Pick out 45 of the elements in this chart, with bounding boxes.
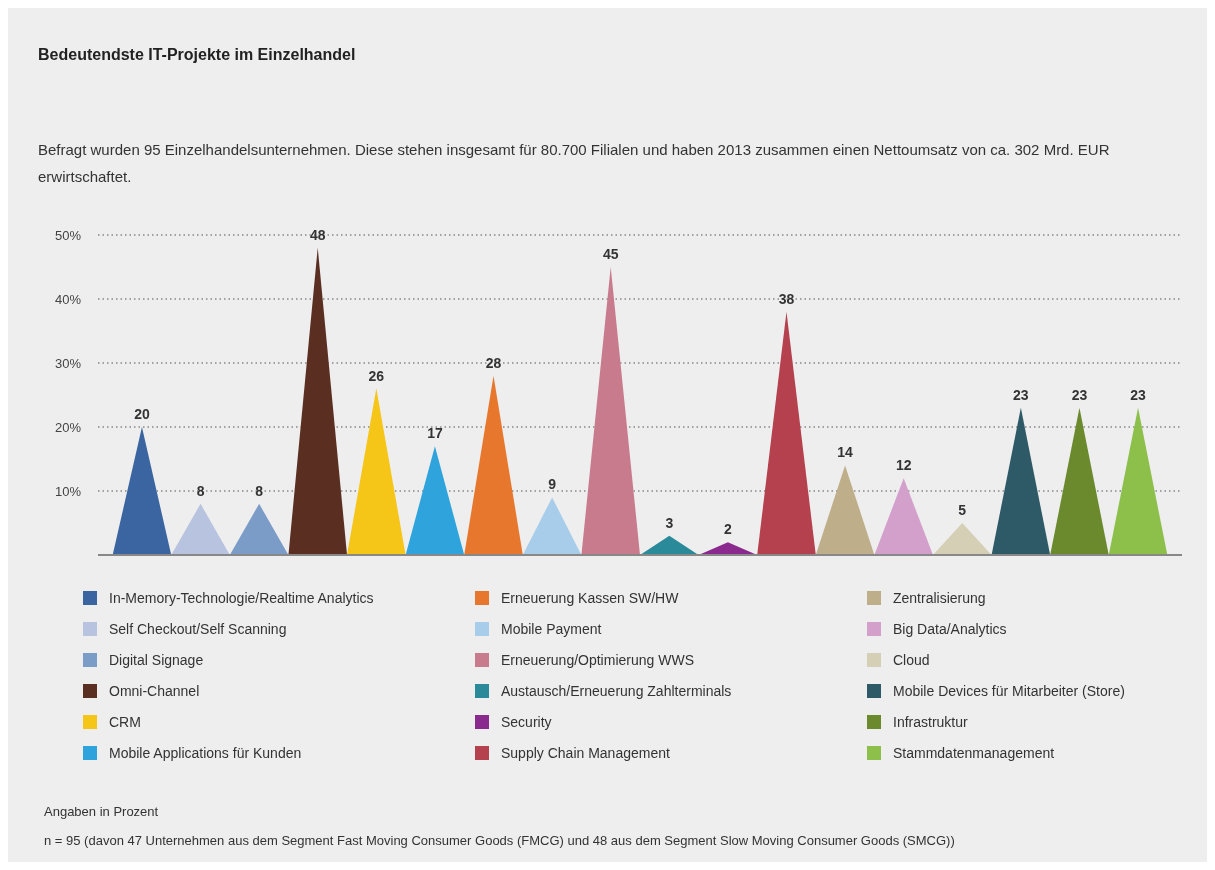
data-label: 23 xyxy=(1130,386,1147,403)
legend-label: Supply Chain Management xyxy=(501,744,670,761)
legend-label: Erneuerung Kassen SW/HW xyxy=(501,589,680,606)
data-label: 26 xyxy=(368,367,385,384)
legend-label: Erneuerung/Optimierung WWS xyxy=(501,651,694,668)
legend-label: CRM xyxy=(109,713,141,730)
legend-label: Mobile Payment xyxy=(501,620,602,637)
legend-label: Mobile Devices für Mitarbeiter (Store) xyxy=(893,682,1125,699)
y-tick-label: 10% xyxy=(54,483,82,499)
legend-label: Austausch/Erneuerung Zahlterminals xyxy=(501,682,732,699)
y-tick-label: 50% xyxy=(54,227,82,243)
y-tick-label: 30% xyxy=(54,355,82,371)
legend-label: Stammdatenmanagement xyxy=(893,744,1055,761)
chart-title: Bedeutendste IT-Projekte im Einzelhandel xyxy=(38,46,356,64)
legend-label: In-Memory-Technologie/Realtime Analytics xyxy=(109,589,374,606)
legend-label: Infrastruktur xyxy=(893,713,969,730)
data-label: 8 xyxy=(255,482,264,499)
legend-label: Mobile Applications für Kunden xyxy=(109,744,302,761)
legend-label: Omni-Channel xyxy=(109,682,200,699)
data-label: 45 xyxy=(602,246,619,262)
data-label: 48 xyxy=(309,226,326,243)
data-label: 3 xyxy=(665,514,674,531)
data-label: 9 xyxy=(548,476,557,493)
legend-label: Self Checkout/Self Scanning xyxy=(109,620,287,637)
data-label: 14 xyxy=(837,444,854,461)
data-label: 2 xyxy=(723,521,732,538)
text: Angaben in Prozent xyxy=(44,804,159,819)
legend-label: Big Data/Analytics xyxy=(893,620,1007,637)
data-label: 5 xyxy=(958,502,967,518)
data-label: 28 xyxy=(485,354,502,371)
chart-subtitle: Befragt wurden 95 Einzelhandelsunternehmen. Diese stehen insgesamt für 80.700 Filialen und haben 2013 zusammen einen Nettoumsatz von ca. 302 Mrd. EUR erwirtschaftet. xyxy=(38,140,1111,187)
legend-label: Security xyxy=(501,713,552,730)
data-label: 23 xyxy=(1013,386,1029,403)
legend-label: Digital Signage xyxy=(109,651,204,668)
data-label: 17 xyxy=(427,425,443,442)
data-label: 38 xyxy=(778,290,795,307)
data-label: 23 xyxy=(1071,386,1088,403)
legend-label: Cloud xyxy=(893,651,930,668)
text: n = 95 (davon 47 Unternehmen aus dem Segment Fast Moving Consumer Goods (FMCG) und 48 aus dem Segment Slow Moving Consumer Goods (SMCG)) xyxy=(44,833,955,848)
legend-label: Zentralisierung xyxy=(893,589,986,606)
data-label: 20 xyxy=(134,406,150,422)
data-label: 8 xyxy=(196,482,205,499)
y-tick-label: 40% xyxy=(54,291,82,307)
y-tick-label: 20% xyxy=(54,419,82,435)
data-label: 12 xyxy=(895,457,912,474)
